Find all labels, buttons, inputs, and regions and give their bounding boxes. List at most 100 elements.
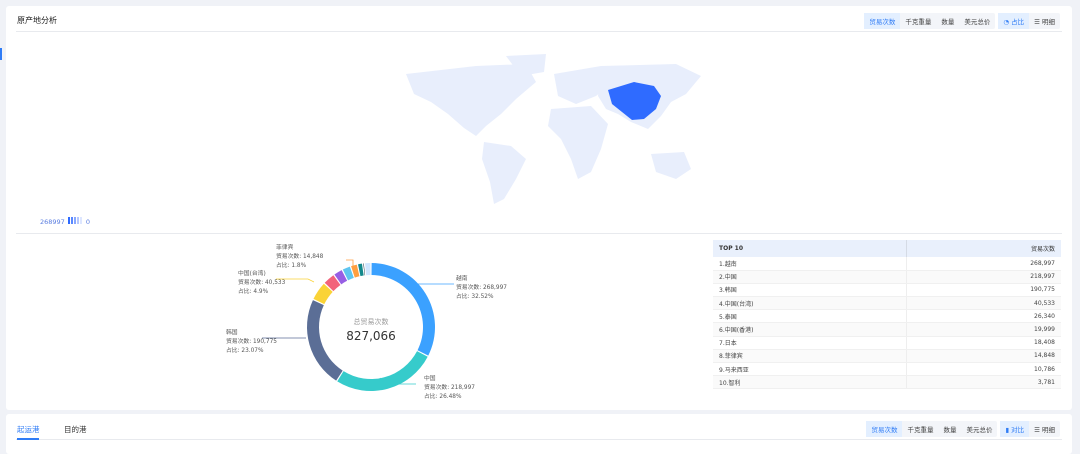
row-country: 7.日本 <box>713 336 907 350</box>
metric-quantity[interactable]: 数量 <box>941 18 955 26</box>
view-detail-button[interactable]: ☰ 明细 <box>1034 18 1055 26</box>
bar-chart-icon: ▮ <box>1005 426 1012 434</box>
map-europe <box>554 66 611 104</box>
donut-label-value: 贸易次数: 268,997 <box>456 283 507 291</box>
metric-usd-total[interactable]: 美元总价 <box>964 18 991 26</box>
row-value: 190,775 <box>906 283 1061 298</box>
map-africa <box>548 106 608 179</box>
donut-segment[interactable] <box>342 266 354 281</box>
metric-trade-count[interactable]: 贸易次数 <box>864 13 901 29</box>
table-header-rank: TOP 10 <box>713 240 907 257</box>
legend-gradient <box>67 217 83 226</box>
origin-analysis-panel: 原产地分析 贸易次数 千克重量 数量 美元总价 ◔ 占比 ☰ 明细 268997… <box>6 6 1072 410</box>
donut-segment[interactable] <box>351 264 360 278</box>
list-icon: ☰ <box>1034 18 1042 26</box>
donut-segment[interactable] <box>324 275 341 292</box>
donut-segment[interactable] <box>363 263 366 276</box>
row-value: 26,340 <box>906 309 1061 324</box>
donut-label-share: 占比: 4.9% <box>238 287 269 295</box>
row-value: 10,786 <box>906 362 1061 377</box>
row-country: 9.马来西亚 <box>713 362 907 377</box>
donut-label-value: 贸易次数: 218,997 <box>424 383 475 391</box>
leader-line <box>346 259 354 266</box>
table-row[interactable]: 5.泰国 26,340 <box>713 309 1061 324</box>
row-value: 3,781 <box>906 375 1061 390</box>
view-compare-button[interactable]: ▮ 对比 <box>1000 421 1030 437</box>
row-value: 18,408 <box>906 336 1061 350</box>
donut-label-name: 中国 <box>424 374 436 382</box>
row-value: 268,997 <box>906 257 1061 271</box>
leader-line <box>379 377 416 385</box>
donut-segment[interactable] <box>307 300 343 381</box>
donut-segment[interactable] <box>365 263 371 276</box>
donut-label-share: 占比: 32.52% <box>456 292 494 300</box>
map-north-america <box>406 64 536 136</box>
donut-center-label: 总贸易次数 <box>354 317 389 326</box>
donut-label-share: 占比: 1.8% <box>276 261 307 269</box>
donut-segment[interactable] <box>334 270 348 285</box>
metric-trade-count[interactable]: 贸易次数 <box>866 421 903 437</box>
donut-label-value: 贸易次数: 14,848 <box>276 252 324 260</box>
view-detail-button[interactable]: ☰ 明细 <box>1034 426 1055 434</box>
row-country: 10.智利 <box>713 375 907 390</box>
donut-segment[interactable] <box>337 351 428 391</box>
panel-title: 原产地分析 <box>17 16 57 25</box>
map-australia <box>651 152 691 179</box>
donut-label-name: 越南 <box>456 274 468 282</box>
metric-weight-kg[interactable]: 千克重量 <box>905 18 932 26</box>
row-value: 19,999 <box>906 322 1061 337</box>
donut-total: 827,066 <box>346 329 396 343</box>
table-row[interactable]: 8.菲律宾 14,848 <box>713 349 1061 364</box>
ports-panel: 起运港 目的港 贸易次数 千克重量 数量 美元总价 ▮ 对比 ☰ 明细 <box>6 414 1072 454</box>
donut-label-value: 贸易次数: 40,533 <box>238 278 286 286</box>
tab-origin-port[interactable]: 起运港 <box>17 425 40 434</box>
row-country: 1.越南 <box>713 257 907 271</box>
row-country: 6.中国(香港) <box>713 322 907 337</box>
table-row[interactable]: 3.韩国 190,775 <box>713 283 1061 298</box>
donut-label-name: 中国(台湾) <box>238 269 266 277</box>
metric-quantity[interactable]: 数量 <box>943 426 957 434</box>
donut-label-value: 贸易次数: 190,775 <box>226 337 277 345</box>
map-south-america <box>482 142 526 204</box>
table-row[interactable]: 10.智利 3,781 <box>713 375 1061 390</box>
table-row[interactable]: 9.马来西亚 10,786 <box>713 362 1061 377</box>
world-map[interactable] <box>386 54 706 214</box>
table-row[interactable]: 2.中国 218,997 <box>713 270 1061 284</box>
map-greenland <box>506 54 546 76</box>
sidebar-active-indicator <box>0 48 2 60</box>
table-row[interactable]: 4.中国(台湾) 40,533 <box>713 296 1061 311</box>
divider <box>16 31 1062 32</box>
donut-segment[interactable] <box>313 283 333 305</box>
donut-label-name: 韩国 <box>226 328 238 336</box>
donut-segment[interactable] <box>371 263 435 356</box>
list-icon: ☰ <box>1034 426 1042 434</box>
row-value: 14,848 <box>906 349 1061 364</box>
row-value: 40,533 <box>906 296 1061 311</box>
row-country: 8.菲律宾 <box>713 349 907 364</box>
donut-segment[interactable] <box>358 263 364 277</box>
pie-icon: ◔ <box>1003 18 1012 26</box>
donut-label-share: 占比: 26.48% <box>424 392 462 400</box>
row-country: 3.韩国 <box>713 283 907 298</box>
map-china <box>608 82 661 120</box>
tab-destination-port[interactable]: 目的港 <box>64 425 87 434</box>
view-share-button[interactable]: ◔ 占比 <box>998 13 1030 29</box>
row-country: 2.中国 <box>713 270 907 284</box>
map-legend: 268997 0 <box>40 217 90 226</box>
divider <box>16 233 1062 234</box>
active-tab-indicator <box>17 438 39 440</box>
donut-label-name: 菲律宾 <box>276 243 294 251</box>
table-header-value: 贸易次数 <box>906 240 1061 257</box>
top10-table: TOP 10 贸易次数 1.越南 268,997 2.中国 218,997 3.韩国 19… <box>713 240 1061 390</box>
metric-weight-kg[interactable]: 千克重量 <box>907 426 934 434</box>
metric-usd-total[interactable]: 美元总价 <box>966 426 993 434</box>
table-row[interactable]: 6.中国(香港) 19,999 <box>713 322 1061 337</box>
row-country: 5.泰国 <box>713 309 907 324</box>
leader-line <box>276 278 315 283</box>
row-value: 218,997 <box>906 270 1061 284</box>
table-row[interactable]: 1.越南 268,997 <box>713 257 1061 271</box>
row-country: 4.中国(台湾) <box>713 296 907 311</box>
divider <box>16 439 1062 440</box>
table-row[interactable]: 7.日本 18,408 <box>713 336 1061 350</box>
